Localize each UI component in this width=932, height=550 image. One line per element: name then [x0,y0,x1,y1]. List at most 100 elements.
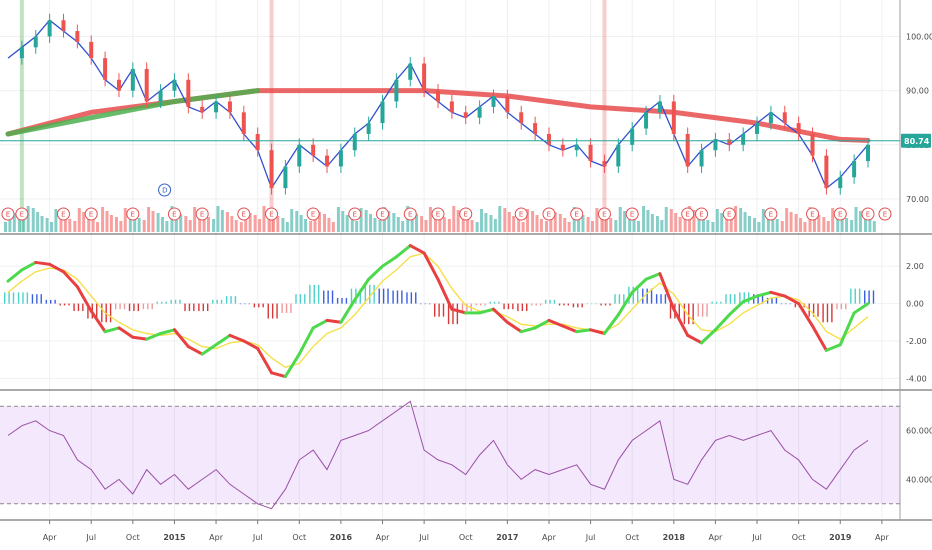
volume-bar [734,206,738,232]
candle-body [283,166,288,189]
earnings-marker-circle [722,207,736,221]
candle-body [741,133,746,145]
macd-histogram-bar [248,303,251,305]
volume-bar [563,218,567,232]
volume-bar [341,211,345,232]
volume-bar [517,218,521,232]
volume-bar [706,220,710,232]
macd-line-segment [672,307,690,337]
volume-bar [31,208,35,232]
macd-histogram-bar [220,299,223,304]
volume-bar [780,221,784,232]
volume-bar [470,220,474,232]
earnings-marker-label: E [408,211,412,219]
volume-bar [174,210,178,232]
volume-bar [822,217,826,232]
macd-line-segment [367,264,385,281]
earnings-marker-label: E [380,211,384,219]
time-axis-label: Apr [43,533,58,542]
earnings-marker-circle [570,207,584,221]
macd-histogram-bar [720,301,722,304]
candle-body [172,79,177,91]
volume-bar [220,210,224,232]
macd-histogram-bar [766,297,769,304]
volume-bar [206,217,210,232]
earnings-marker-label: E [769,211,773,219]
earnings-marker: E [237,207,251,221]
macd-histogram-bar [831,303,833,323]
candle-body [130,68,135,91]
macd-histogram-bar [123,303,126,310]
macd-histogram-bar [771,297,773,304]
volume-bar [415,214,419,232]
volume-bar [743,212,747,232]
macd-histogram-bar [688,303,690,325]
volume-bar [614,220,618,232]
volume-bar [725,215,729,232]
macd-line-segment [117,326,135,339]
volume-bar [420,216,424,232]
candle-body [449,101,454,113]
earnings-marker: E [167,207,181,221]
volume-bar [392,213,396,232]
volume-bar [753,218,757,232]
volume-bar [248,213,252,232]
candle-body [394,79,399,102]
earnings-marker-label: E [602,211,606,219]
macd-histogram-bar [420,303,422,305]
volume-bar [410,210,414,232]
candle-body [158,90,163,102]
earnings-marker-circle [126,207,140,221]
macd-histogram-bar [526,303,528,312]
macd-histogram-bar [438,303,440,317]
volume-bar [45,218,49,232]
macd-histogram-bar [697,303,699,317]
candle-body [75,31,80,42]
macd-histogram-bar [267,303,269,319]
macd-histogram-bar [323,290,325,304]
candle-body [824,155,829,189]
volume-bar [757,222,761,232]
earnings-marker: E [542,207,556,221]
macd-histogram-bar [563,303,565,306]
macd-histogram-bar [447,303,450,325]
volume-bar [761,209,765,232]
macd-histogram-bar [160,301,163,304]
volume-bar [697,212,701,232]
volume-bar [91,218,95,232]
macd-histogram-bar [535,303,537,306]
volume-bar [424,220,428,232]
macd-histogram-bar [600,303,602,306]
volume-bar [484,213,488,232]
macd-histogram-bar [729,294,732,304]
macd-line-segment [436,277,454,311]
time-axis-label: 2015 [163,533,186,542]
macd-histogram-bar [692,303,694,325]
volume-bar [817,215,821,232]
macd-histogram-bar [484,303,486,306]
macd-histogram-bar [678,303,681,319]
macd-histogram-bar [503,303,505,310]
macd-histogram-bar [304,294,306,304]
volume-bar [225,212,229,232]
volume-bar [428,207,432,232]
macd-histogram-bar [225,296,228,304]
earnings-marker: E [861,207,875,221]
earnings-marker-label: E [883,211,887,219]
price-tick-label: 70.00 [906,195,929,204]
macd-line-segment [242,339,260,350]
dividend-marker-circle [158,183,172,197]
earnings-marker: E [195,207,209,221]
candle-body [380,101,385,124]
volume-bar [799,218,803,232]
earnings-marker: E [764,207,778,221]
volume-bar [262,206,266,232]
earnings-marker-circle [764,207,778,221]
macd-histogram-bar [739,292,741,304]
candle-body [366,123,371,134]
rsi-tick-label: 60.0000 [906,427,932,436]
earnings-marker-label: E [6,211,10,219]
macd-histogram-bar [193,303,195,312]
candle-body [89,41,94,59]
macd-line-segment [283,352,301,379]
